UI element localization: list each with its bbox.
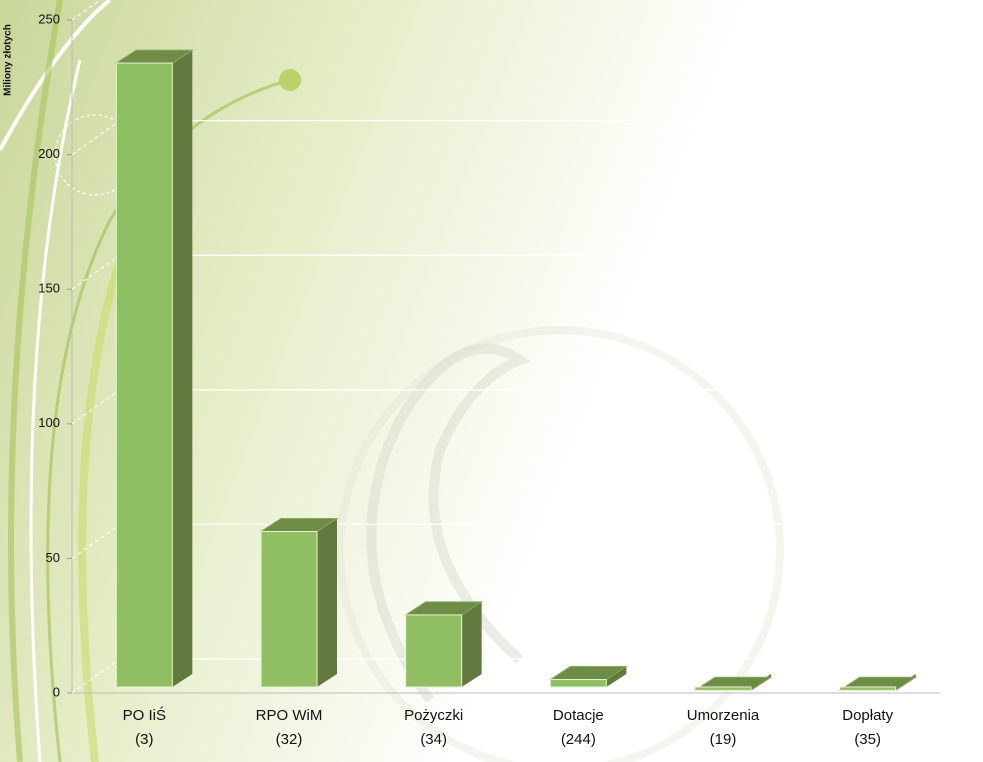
x-tick-label: Umorzenia (687, 707, 760, 724)
bar (115, 62, 173, 688)
grid-diagonal (71, 0, 102, 21)
y-tick-label: 150 (38, 281, 60, 296)
bar (549, 679, 607, 688)
x-tick-label: (19) (710, 731, 737, 748)
y-tick-label: 250 (38, 11, 60, 26)
grid-diagonal (71, 120, 121, 156)
floor-edge (939, 661, 983, 694)
x-tick-label: (244) (561, 731, 596, 748)
y-tick-label: 200 (38, 146, 60, 161)
bar (694, 686, 752, 691)
decoration (8, 0, 784, 762)
bar-side (461, 601, 482, 687)
bar-side (606, 666, 627, 687)
grid-diagonal (71, 254, 121, 290)
grid-diagonal (71, 523, 121, 559)
y-tick-label: 100 (38, 415, 60, 430)
x-tick-label: Pożyczki (404, 707, 463, 724)
y-tick-label: 0 (53, 684, 60, 699)
x-tick-label: (3) (135, 731, 153, 748)
x-tick-label: (34) (420, 731, 447, 748)
y-axis-label: Miliony złotych (3, 24, 14, 96)
bar (839, 686, 897, 691)
bar (405, 614, 463, 688)
grid-diagonal (71, 658, 121, 694)
y-tick-label: 50 (46, 550, 60, 565)
x-tick-label: RPO WiM (256, 707, 323, 724)
x-tick-label: (35) (854, 731, 881, 748)
x-tick-label: Dotacje (553, 707, 604, 724)
bar (260, 530, 318, 688)
bar-side (172, 50, 193, 687)
x-tick-label: (32) (276, 731, 303, 748)
bar-side (317, 518, 337, 687)
grid-diagonal (71, 389, 121, 425)
x-tick-label: PO IiŚ (123, 706, 166, 724)
x-tick-label: Dopłaty (842, 707, 893, 724)
